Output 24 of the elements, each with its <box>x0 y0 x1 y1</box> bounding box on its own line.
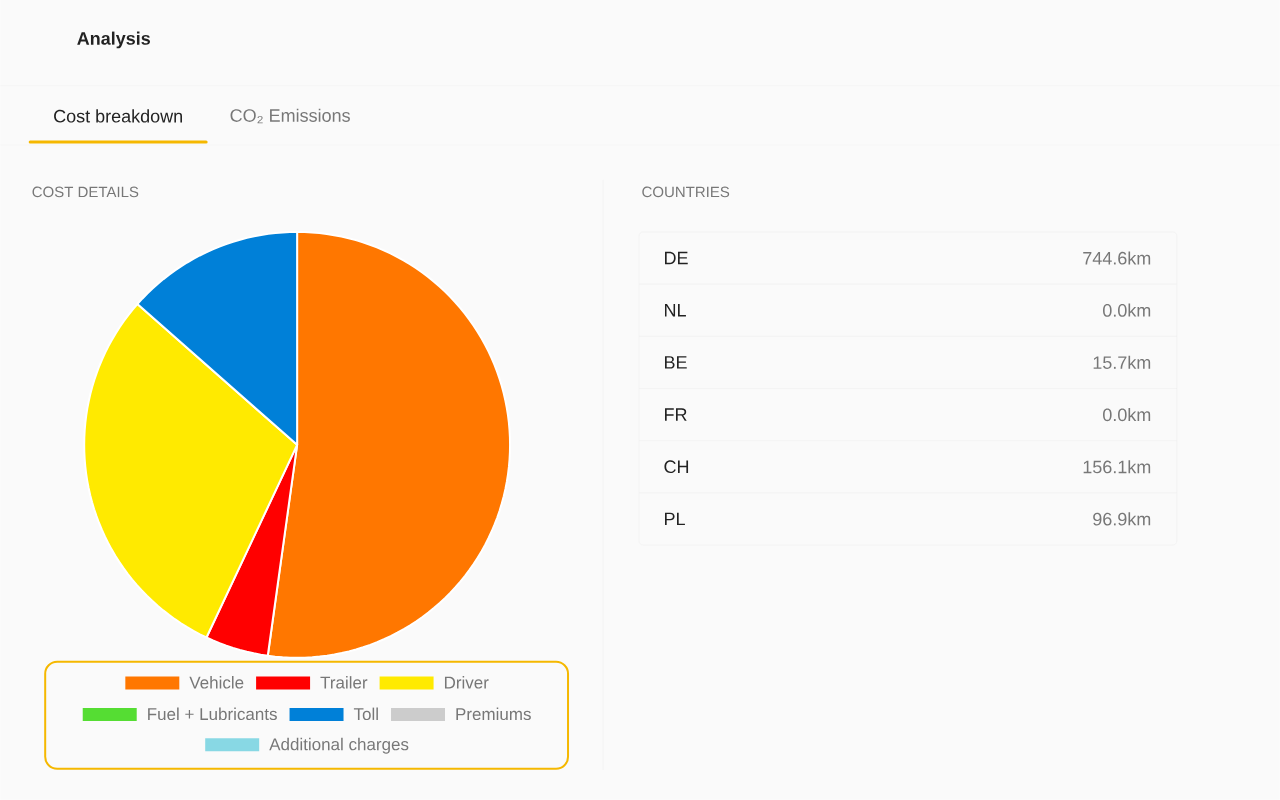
data-label: 15.7km <box>1093 355 1151 370</box>
category-label: CH <box>664 460 689 474</box>
legend-label: Vehicle <box>189 676 244 689</box>
legend-label: Driver <box>444 676 489 689</box>
legend-label: Premiums <box>456 707 531 721</box>
text: CO₂ Emissions <box>230 108 350 124</box>
text: COUNTRIES <box>642 186 730 198</box>
legend-label: Fuel + Lubricants <box>148 707 277 721</box>
chart-title: COST DETAILS <box>32 186 139 198</box>
data-label: 0.0km <box>1103 408 1151 422</box>
data-label: 156.1km <box>1083 460 1151 474</box>
text: Analysis <box>77 31 150 49</box>
legend-label: Additional charges <box>269 737 409 754</box>
category-label: BE <box>665 356 687 369</box>
data-label: 96.9km <box>1093 512 1151 526</box>
category-label: NL <box>665 304 686 317</box>
legend-label: Trailer <box>320 676 368 689</box>
category-label: PL <box>665 512 685 526</box>
legend-label: Toll <box>353 707 378 721</box>
data-label: 0.0km <box>1103 303 1151 317</box>
data-label: 744.6km <box>1083 251 1151 265</box>
category-label: DE <box>665 251 688 265</box>
text: Cost breakdown <box>54 109 182 123</box>
category-label: FR <box>665 408 687 421</box>
